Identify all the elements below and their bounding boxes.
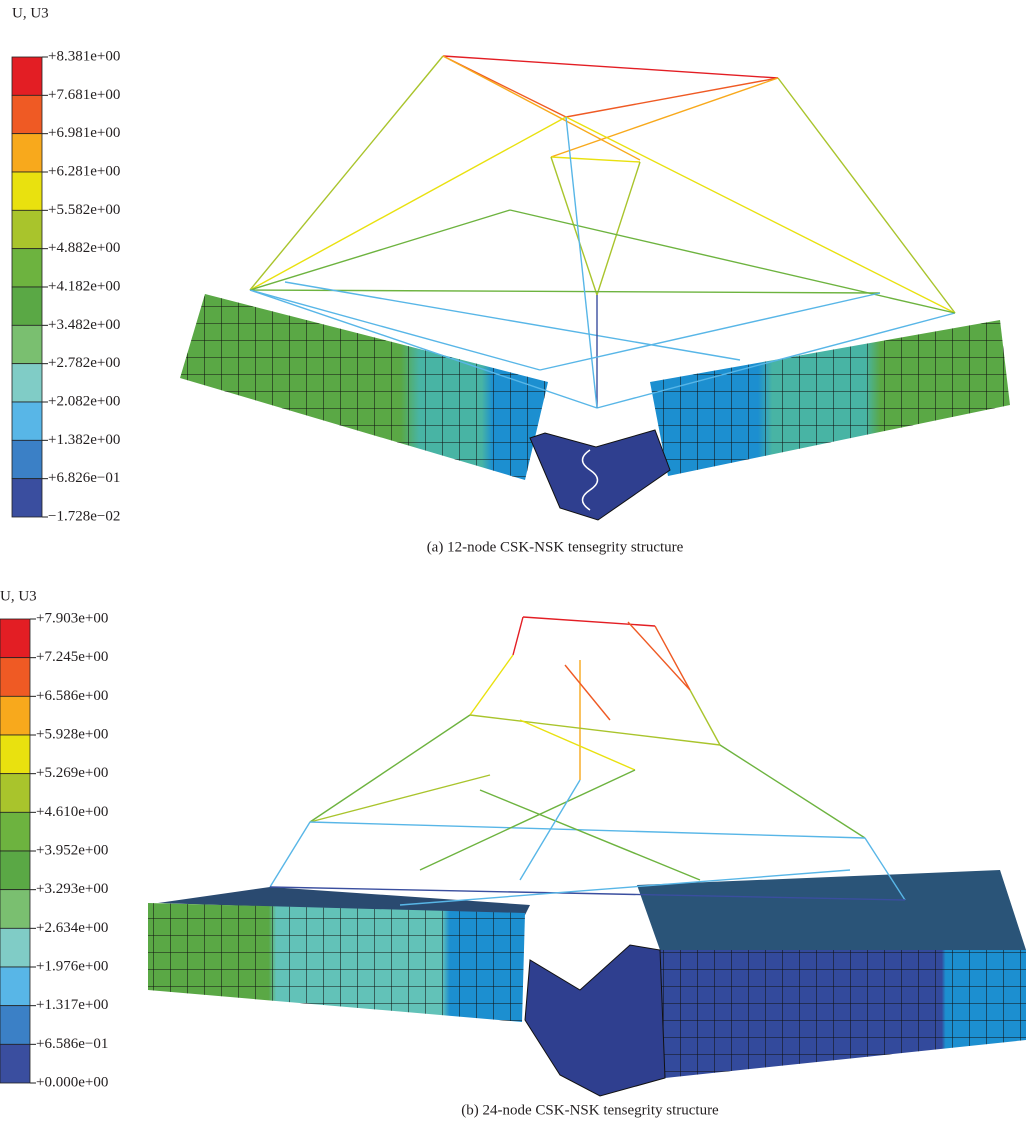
legend-label: +2.082e+00 [48,393,120,409]
legend-band [0,812,30,851]
legend-band [0,1006,30,1045]
legend-label: +4.182e+00 [48,278,120,294]
legend-band [12,287,42,325]
legend-title: U, U3 [0,588,37,604]
legend-label: +3.952e+00 [36,842,108,858]
legend-label: +2.634e+00 [36,920,108,936]
structure-b [148,617,1026,1096]
legend-label: +3.293e+00 [36,881,108,897]
legend-label: +6.281e+00 [48,163,120,179]
legend-label: +6.586e−01 [36,1036,108,1052]
legend-label: +1.976e+00 [36,958,108,974]
legend-label: +7.903e+00 [36,610,108,626]
legend-label: +6.826e−01 [48,470,120,486]
figure: U, U3 +8.381e+00 +7.681e+00 +6.981e+00 +6.28… [0,0,1026,1133]
legend-label: +7.681e+00 [48,87,120,103]
legend-band [12,172,42,210]
legend-label: +5.928e+00 [36,726,108,742]
legend-band [0,967,30,1006]
legend-label: +1.382e+00 [48,432,120,448]
legend-label: +4.882e+00 [48,240,120,256]
legend-label: −1.728e−02 [48,508,120,524]
caption: (a) 12-node CSK-NSK tensegrity structure [427,539,684,555]
legend-label: +6.981e+00 [48,125,120,141]
legend-band [0,890,30,929]
legend-band [12,364,42,402]
legend-band [12,440,42,478]
legend-band [12,134,42,172]
structure-a [180,56,1010,520]
legend-band [0,1044,30,1083]
legend-band [12,210,42,248]
legend: U, U3 +7.903e+00 +7.245e+00 +6.586e+00 +5.92… [0,588,108,1090]
legend: U, U3 +8.381e+00 +7.681e+00 +6.981e+00 +6.28… [12,5,120,524]
legend-band [0,851,30,890]
legend-band [0,658,30,697]
caption: (b) 24-node CSK-NSK tensegrity structure [461,1102,719,1118]
legend-band [12,479,42,517]
legend-label: +5.269e+00 [36,765,108,781]
legend-band [0,774,30,813]
legend-band [12,57,42,95]
legend-band [12,95,42,133]
legend-label: +8.381e+00 [48,48,120,64]
legend-title: U, U3 [12,5,49,21]
legend-label: +6.586e+00 [36,688,108,704]
legend-label: +3.482e+00 [48,317,120,333]
legend-band [0,735,30,774]
legend-label: +0.000e+00 [36,1074,108,1090]
legend-band [0,928,30,967]
legend-band [12,325,42,363]
legend-label: +1.317e+00 [36,997,108,1013]
legend-band [0,696,30,735]
legend-label: +4.610e+00 [36,804,108,820]
legend-band [12,249,42,287]
legend-band [0,619,30,658]
legend-label: +5.582e+00 [48,202,120,218]
legend-band [12,402,42,440]
legend-label: +7.245e+00 [36,649,108,665]
legend-label: +2.782e+00 [48,355,120,371]
